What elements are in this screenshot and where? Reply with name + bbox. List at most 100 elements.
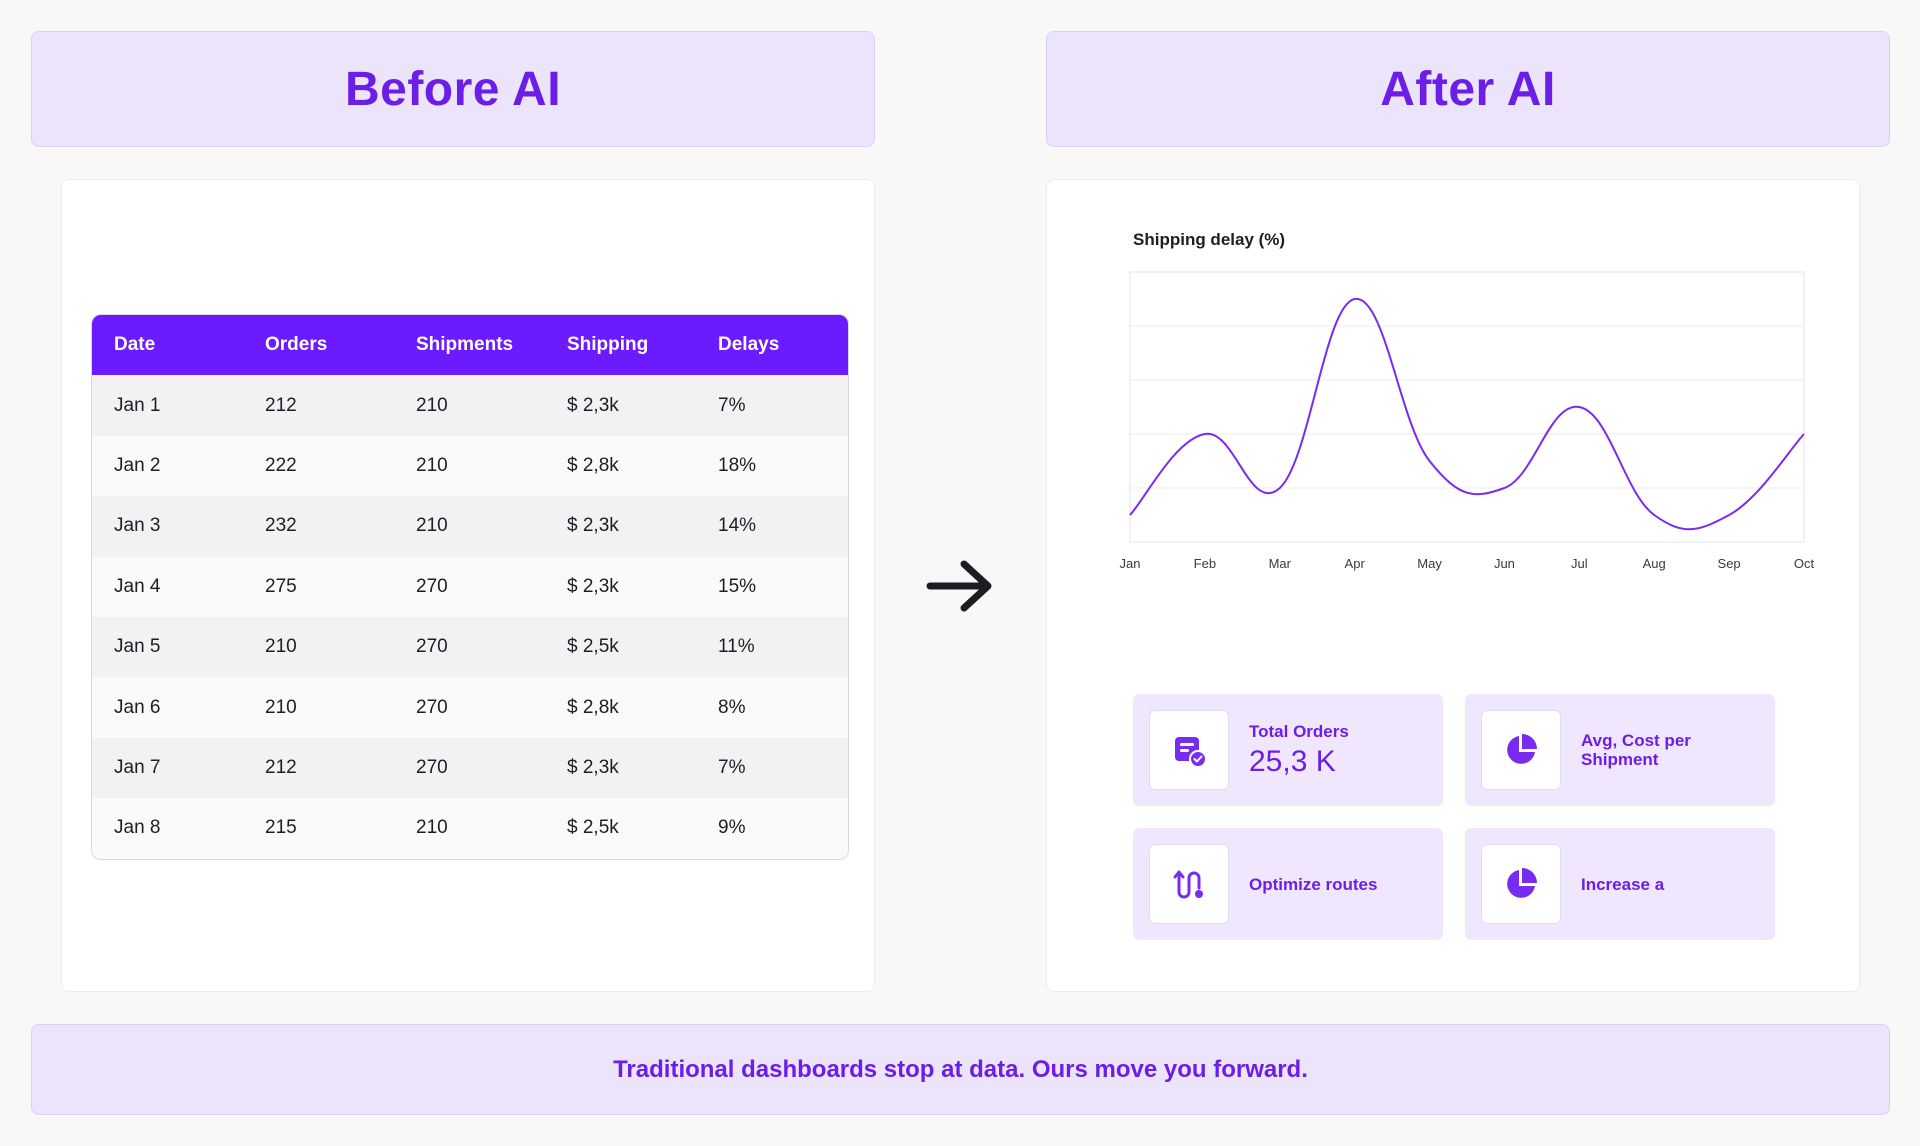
- table-cell: $ 2,3k: [567, 756, 619, 778]
- table-cell: 270: [416, 636, 448, 658]
- table-cell: Jan 8: [114, 817, 161, 839]
- total-orders-tile[interactable]: Total Orders 25,3 K: [1133, 694, 1443, 806]
- table-row: Jan 1 212 210 $ 2,3k 7%: [92, 375, 848, 436]
- increase-label: Increase a: [1581, 874, 1665, 894]
- table-cell: 210: [265, 696, 297, 718]
- shipping-table: Date Orders Shipments Shipping Delays Ja…: [91, 314, 849, 860]
- footer-banner: Traditional dashboards stop at data. Our…: [31, 1024, 1890, 1115]
- tile-text: Increase a: [1581, 875, 1664, 894]
- table-cell: 210: [265, 636, 297, 658]
- table-cell: 11%: [718, 636, 755, 658]
- table-cell: Jan 7: [114, 756, 161, 778]
- tile-text: Optimize routes: [1249, 875, 1377, 894]
- table-cell: Jan 3: [114, 515, 161, 537]
- table-cell: $ 2,3k: [567, 575, 619, 597]
- x-tick-label: Jan: [1120, 556, 1141, 571]
- increase-tile[interactable]: Increase a: [1465, 828, 1775, 940]
- chart-title: Shipping delay (%): [1133, 230, 1286, 249]
- plot-frame: [1129, 271, 1805, 543]
- table-cell: 14%: [718, 515, 757, 537]
- total-orders-label: Total Orders: [1249, 721, 1349, 741]
- table-row: Jan 5 210 270 $ 2,5k 11%: [92, 616, 848, 678]
- x-tick-label: Jul: [1571, 556, 1588, 571]
- table-cell: Jan 4: [114, 575, 161, 597]
- tile-icon-box: [1481, 710, 1561, 790]
- table-cell: $ 2,8k: [567, 454, 619, 476]
- table-cell: 210: [416, 817, 448, 839]
- table-cell: 212: [265, 394, 297, 416]
- tile-icon-box: [1149, 710, 1229, 790]
- table-cell: 210: [416, 515, 448, 537]
- table-cell: Jan 6: [114, 696, 161, 718]
- route-icon: [1173, 870, 1203, 899]
- optimize-routes-label: Optimize routes: [1249, 874, 1378, 894]
- table-cell: 212: [265, 756, 297, 778]
- x-tick-label: Apr: [1345, 556, 1366, 571]
- after-ai-card: Shipping delay (%) Jan Feb Mar Apr May Jun Jul…: [1046, 179, 1860, 992]
- table-cell: Jan 2: [114, 454, 161, 476]
- table-cell: 15%: [718, 575, 757, 597]
- x-tick-label: Sep: [1718, 556, 1741, 571]
- pie-chart-icon: [1507, 734, 1537, 764]
- table-cell: 7%: [718, 756, 746, 778]
- table-cell: 270: [416, 696, 448, 718]
- arrow-right-icon: [926, 560, 992, 612]
- before-ai-card: Date Orders Shipments Shipping Delays Ja…: [61, 179, 875, 992]
- table-cell: 7%: [718, 394, 746, 416]
- avg-cost-label: Avg, Cost per Shipment: [1581, 731, 1691, 769]
- table-cell: $ 2,5k: [567, 817, 619, 839]
- x-tick-label: Aug: [1643, 556, 1666, 571]
- shipping-delay-chart: Jan Feb Mar Apr May Jun Jul Aug Sep Oct: [1120, 271, 1815, 571]
- optimize-routes-tile[interactable]: Optimize routes: [1133, 828, 1443, 940]
- tile-text: Total Orders 25,3 K: [1249, 722, 1349, 779]
- table-cell: $ 2,3k: [567, 394, 619, 416]
- series-line: [1129, 297, 1805, 531]
- table-cell: 270: [416, 756, 448, 778]
- table-row: Jan 2 222 210 $ 2,8k 18%: [92, 435, 848, 497]
- tile-text: Avg, Cost per Shipment: [1581, 731, 1731, 769]
- table-cell: 222: [265, 454, 297, 476]
- column-header-delays: Delays: [718, 334, 780, 356]
- table-cell: 8%: [718, 696, 746, 718]
- table-cell: 275: [265, 575, 297, 597]
- table-row: Jan 8 215 210 $ 2,5k 9%: [92, 798, 848, 859]
- column-header-date: Date: [114, 334, 156, 356]
- x-tick-label: Feb: [1194, 556, 1216, 571]
- table-row: Jan 4 275 270 $ 2,3k 15%: [92, 556, 848, 617]
- before-ai-header: Before AI: [31, 31, 875, 147]
- x-tick-label: Oct: [1794, 556, 1815, 571]
- table-cell: 270: [416, 575, 448, 597]
- footer-text: Traditional dashboards stop at data. Our…: [613, 1055, 1308, 1083]
- table-cell: $ 2,3k: [567, 515, 619, 537]
- after-ai-title: After AI: [1380, 62, 1556, 116]
- tile-icon-box: [1149, 844, 1229, 924]
- table-row: Jan 6 210 270 $ 2,8k 8%: [92, 677, 848, 738]
- table-row: Jan 7 212 270 $ 2,3k 7%: [92, 737, 848, 799]
- x-tick-label: Mar: [1269, 556, 1292, 571]
- table-cell: $ 2,8k: [567, 696, 619, 718]
- x-tick-label: Jun: [1494, 556, 1515, 571]
- before-ai-title: Before AI: [344, 62, 562, 116]
- table-cell: 210: [416, 394, 448, 416]
- table-cell: $ 2,5k: [567, 636, 619, 658]
- column-header-shipping: Shipping: [567, 334, 649, 356]
- table-header-row: Date Orders Shipments Shipping Delays: [92, 315, 848, 376]
- table-cell: Jan 1: [114, 394, 161, 416]
- table-row: Jan 3 232 210 $ 2,3k 14%: [92, 496, 848, 557]
- orders-box-icon: [1175, 737, 1207, 768]
- tile-icon-box: [1481, 844, 1561, 924]
- column-header-shipments: Shipments: [416, 334, 514, 356]
- table-cell: 9%: [718, 817, 746, 839]
- total-orders-value: 25,3 K: [1249, 744, 1336, 778]
- x-tick-label: May: [1417, 556, 1442, 571]
- table-cell: 232: [265, 515, 297, 537]
- column-header-orders: Orders: [265, 334, 328, 356]
- pie-chart-icon: [1507, 868, 1537, 898]
- table-cell: 215: [265, 817, 297, 839]
- table-cell: 18%: [718, 454, 757, 476]
- table-cell: Jan 5: [114, 636, 161, 658]
- table-cell: 210: [416, 454, 448, 476]
- table-body: Jan 1 212 210 $ 2,3k 7% Jan 2 222 210 $ …: [92, 375, 848, 859]
- avg-cost-tile[interactable]: Avg, Cost per Shipment: [1465, 694, 1775, 806]
- after-ai-header: After AI: [1046, 31, 1890, 147]
